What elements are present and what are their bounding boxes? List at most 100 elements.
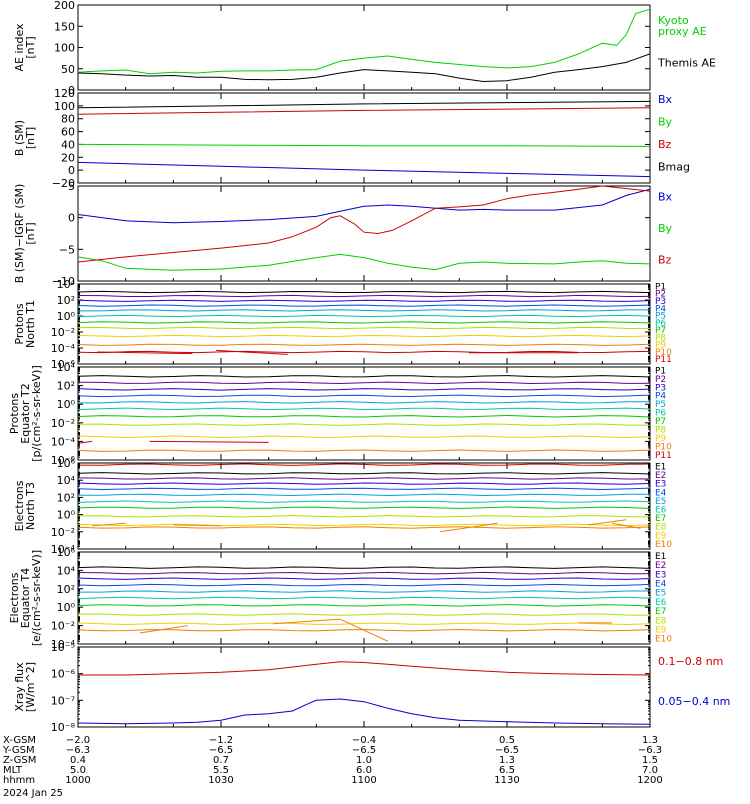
legend-entry: E1 [655,462,666,472]
x-axis-tick-value: −6.3 [638,745,662,756]
y-tick-label: 0 [68,164,75,177]
channel-line [77,472,651,475]
legend-entry: Themis AE [657,57,716,70]
x-axis-tick-value: 5.0 [70,765,86,776]
legend-entry: P1 [655,366,666,376]
x-axis-row-label: Z-GSM [3,755,36,766]
legend-entry: P5 [655,312,666,322]
y-axis-label: [e/(cm²-s-sr-keV)] [30,550,43,646]
y-tick-label: 10⁻⁴ [51,435,76,448]
series-line [77,143,651,147]
legend-entry: P3 [655,383,666,393]
y-axis-label: B (SM) [13,120,26,156]
y-tick-label: 40 [61,138,75,151]
y-axis-label: Equator T2 [19,383,32,443]
x-axis-tick-value: 0.5 [499,735,515,746]
x-axis-tick-value: 1.0 [356,755,372,766]
y-tick-label: 0 [68,212,75,225]
channel-line [77,290,651,294]
channel-line [77,394,651,398]
legend-entry: P6 [655,319,666,329]
y-tick-label: 10⁴ [57,474,76,487]
y-tick-label: 5 [68,180,75,193]
channel-line [77,583,651,587]
channel-line [77,407,651,411]
y-tick-label: 10⁰ [57,509,76,522]
legend-entry: E8 [655,523,667,533]
x-axis-tick-value: 6.0 [356,765,372,776]
channel-line [77,304,651,307]
channel-line [77,487,651,491]
y-tick-label: 10² [57,491,75,504]
series-line [78,661,651,676]
legend-entry: P7 [655,417,666,427]
x-axis-tick-value: −1.2 [209,735,233,746]
y-tick-label: 10⁰ [57,398,76,411]
y-tick-label: 10⁶ [57,546,76,559]
series-line [77,161,651,178]
y-tick-label: 10⁴ [57,564,76,577]
y-axis-label: [nT] [24,222,37,244]
y-tick-label: 10⁴ [57,278,76,291]
channel-line [77,388,651,391]
legend-entry: P6 [655,409,666,419]
channel-line [77,326,651,330]
y-axis-label: Protons [8,393,21,434]
y-tick-label: 200 [54,0,75,12]
y-tick-label: 10² [57,380,75,393]
channel-line [77,375,651,378]
channel-line [77,523,651,527]
legend-entry: E4 [655,580,667,590]
x-axis-row-label: Y-GSM [2,745,35,756]
channel-line [77,381,651,385]
x-axis-tick-value: −0.4 [352,735,376,746]
series-line [77,53,651,83]
channel-line [77,566,651,569]
channel-line [78,493,650,497]
series-line [77,8,651,75]
y-tick-label: −10 [52,275,75,288]
y-tick-label: 60 [61,126,75,139]
series-line [77,185,651,263]
y-tick-label: 10⁻⁷ [51,694,75,707]
legend-entry: Bx [658,93,673,106]
legend-entry: E1 [655,552,666,562]
y-axis-label: Xray flux [13,662,26,712]
channel-line [77,449,651,452]
legend-entry: P4 [655,392,666,402]
channel-line [77,604,651,607]
x-axis-tick-value: 0.7 [213,755,229,766]
y-tick-label: 10⁻² [51,620,75,633]
panel-frame-8 [77,646,651,728]
y-tick-label: 0 [68,84,75,97]
legend-entry: 0.1−0.8 nm [658,655,723,668]
y-tick-label: 10⁴ [57,361,76,374]
x-axis-tick-value: 1.5 [642,755,658,766]
x-axis-tick-value: −6.5 [352,745,376,756]
legend-entry: P10 [655,348,672,358]
legend-entry: P2 [655,375,666,385]
channel-line [77,596,651,600]
channel-line [77,477,651,480]
legend-entry: P11 [655,451,672,461]
channel-line [77,628,651,632]
y-axis-label: Electrons [13,480,26,531]
y-axis-label: [p/(cm²-s-sr-keV)] [30,365,43,462]
channel-line [77,622,651,626]
channel-line [77,343,651,346]
legend-entry: P11 [655,355,672,365]
legend-entry: P7 [655,326,666,336]
x-axis-tick-value: −6.5 [209,745,233,756]
channel-line [77,414,651,418]
y-tick-label: 10² [57,583,75,596]
channel-segment [587,519,627,526]
x-axis-tick-value: 1030 [208,775,233,786]
panel-frame-6 [77,462,651,550]
legend-entry: E7 [655,514,666,524]
y-axis-label: North T1 [24,300,37,348]
legend-entry: E3 [655,570,666,580]
legend-entry: P10 [655,442,672,452]
channel-segment [149,440,269,443]
y-tick-label: 10⁻⁶ [51,454,76,467]
legend-entry: P9 [655,434,666,444]
